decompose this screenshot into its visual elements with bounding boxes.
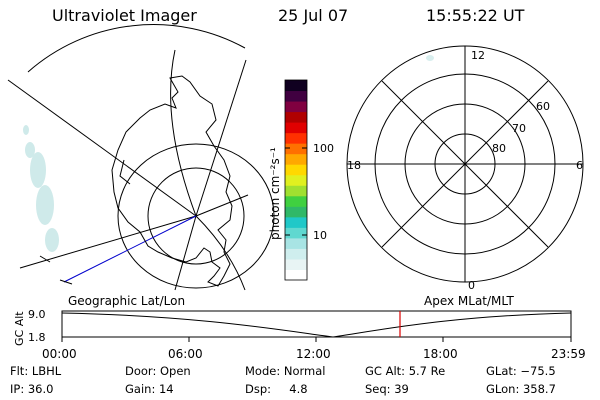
time-label: 15:55:22 UT xyxy=(426,6,525,25)
apex-caption: Apex MLat/MLT xyxy=(424,294,514,308)
colorbar-swatch xyxy=(285,258,307,270)
colorbar-swatch xyxy=(285,122,307,134)
info-glat: GLat: −75.5 xyxy=(486,364,556,378)
colorbar-swatch xyxy=(285,90,307,102)
colorbar-swatch xyxy=(285,206,307,218)
colorbar-unit-label: photon cm⁻²s⁻¹ xyxy=(268,147,282,240)
mlt-label-6: 6 xyxy=(576,159,583,172)
altitude-curve xyxy=(61,312,572,338)
mlat-label-80: 80 xyxy=(492,142,506,155)
colorbar-swatch xyxy=(285,174,307,186)
mlt-label-0: 0 xyxy=(468,279,475,292)
info-gain: Gain: 14 xyxy=(125,382,174,396)
colorbar-swatch xyxy=(285,216,307,228)
timeline-ytick-low: 1.8 xyxy=(28,331,46,344)
date-label: 25 Jul 07 xyxy=(278,6,349,25)
colorbar-swatch xyxy=(285,227,307,239)
colorbar-swatch xyxy=(285,111,307,123)
timeline-xtick-0000: 00:00 xyxy=(42,347,77,361)
colorbar-tick-10: 10 xyxy=(313,229,327,242)
mlat-label-60: 60 xyxy=(536,100,550,113)
colorbar-tick-100: 100 xyxy=(313,142,334,155)
mlat-label-70: 70 xyxy=(512,122,526,135)
colorbar-swatch xyxy=(285,248,307,260)
colorbar-swatch xyxy=(285,143,307,155)
timeline-ylabel: GC Alt xyxy=(13,311,26,346)
mlt-label-12: 12 xyxy=(471,49,485,62)
timeline-xtick-0600: 06:00 xyxy=(168,347,203,361)
colorbar-swatch xyxy=(285,269,307,281)
colorbar-swatch xyxy=(285,164,307,176)
timeline-xtick-2359: 23:59 xyxy=(551,347,586,361)
info-flt: Flt: LBHL xyxy=(10,364,62,378)
geographic-map xyxy=(7,24,275,291)
info-seq: Seq: 39 xyxy=(365,382,409,396)
geographic-caption: Geographic Lat/Lon xyxy=(68,294,186,308)
timeline-xtick-1200: 12:00 xyxy=(296,347,331,361)
colorbar-swatch xyxy=(285,237,307,249)
info-gc-alt: GC Alt: 5.7 Re xyxy=(365,364,446,378)
info-glon: GLon: 358.7 xyxy=(486,382,556,396)
colorbar-swatch xyxy=(285,195,307,207)
info-door: Door: Open xyxy=(125,364,191,378)
colorbar-swatch xyxy=(285,132,307,144)
timeline-ytick-high: 9.0 xyxy=(28,308,46,321)
info-mode: Mode: Normal xyxy=(245,364,326,378)
colorbar-swatch xyxy=(285,80,307,92)
altitude-timeline: GC Alt 9.0 1.8 00:00 06:00 12:00 18:00 2… xyxy=(13,308,586,361)
timeline-xtick-1800: 18:00 xyxy=(423,347,458,361)
colorbar-swatch xyxy=(285,101,307,113)
info-ip: IP: 36.0 xyxy=(10,382,54,396)
colorbar: 100 10 photon cm⁻²s⁻¹ xyxy=(268,79,334,281)
mlt-label-18: 18 xyxy=(347,159,361,172)
info-dsp: Dsp: 4.8 xyxy=(245,382,308,396)
colorbar-swatch xyxy=(285,185,307,197)
polar-plot: 12 18 6 0 60 70 80 xyxy=(346,45,584,292)
colorbar-swatch xyxy=(285,153,307,165)
app-title: Ultraviolet Imager xyxy=(52,6,197,25)
aurora-speckle xyxy=(23,125,59,252)
